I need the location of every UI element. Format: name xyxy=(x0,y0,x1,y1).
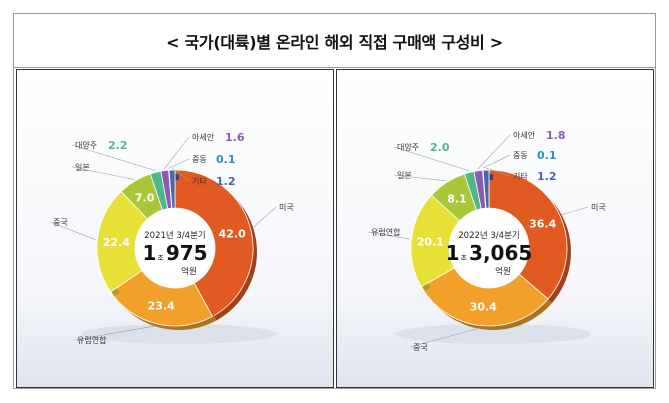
slice-기타-leader xyxy=(171,167,190,182)
slice-유럽연합-leader xyxy=(367,231,410,240)
slice-미국 xyxy=(488,169,568,300)
slice-아세안-label: 아세안 xyxy=(192,132,215,142)
center-total-unit-small: 조 xyxy=(157,254,164,262)
slice-일본-leader xyxy=(393,174,446,182)
slice-대양주-value: 2.2 xyxy=(108,139,128,152)
slice-기타 xyxy=(168,169,176,209)
slice-기타 xyxy=(482,169,490,209)
slice-중동-label: 중동 xyxy=(192,155,207,164)
slice-아세안-value: 1.8 xyxy=(546,129,566,142)
slice-중국-leader xyxy=(49,221,96,240)
slice-미국-value: 36.4 xyxy=(529,217,556,230)
slice-일본-value: 8.1 xyxy=(447,192,467,205)
slice-미국-label: 미국 xyxy=(591,203,606,212)
slice-유럽연합-label: 유럽연합 xyxy=(77,336,107,345)
slice-아세안-value: 1.6 xyxy=(225,131,245,144)
slice-기타-value: 1.2 xyxy=(537,170,557,183)
slice-기타-leader xyxy=(485,167,511,177)
slice-labels: 36.4 미국 30.4 중국 20.1 유럽연합 8.1 일본 대양주 2.0 아세안 1.8 중동 0… xyxy=(367,129,606,352)
center-unit: 억원 xyxy=(181,266,197,277)
center-total: 1조 3,065 xyxy=(446,241,533,265)
slice-대양주-leader xyxy=(71,144,156,171)
slice-미국-leader xyxy=(252,206,277,229)
slice-기타-label: 기타 xyxy=(513,172,528,181)
slice-유럽연합-label: 유럽연합 xyxy=(371,228,401,237)
slice-labels: 42.0 미국 23.4 유럽연합 22.4 중국 7.0 일본 대양주 2.2 아세안 1.6 중동 0… xyxy=(49,131,294,345)
slice-중국-value: 30.4 xyxy=(470,301,497,314)
chart-title: < 국가(대륙)별 온라인 해외 직접 구매액 구성비 > xyxy=(166,32,503,52)
slice-중국-leader xyxy=(409,327,482,348)
slice-중동-leader xyxy=(168,158,190,169)
slice-중국-value: 22.4 xyxy=(103,236,130,249)
center-total: 1조 975 xyxy=(142,241,207,265)
chart-panel-2022: 36.4 미국 30.4 중국 20.1 유럽연합 8.1 일본 대양주 2.0 아세안 1.8 중동 0… xyxy=(336,69,654,388)
slice-일본-leader xyxy=(71,166,134,180)
center-total-unit-small: 조 xyxy=(461,254,468,262)
slice-일본-value: 7.0 xyxy=(135,191,155,204)
center-total-prefix: 1 xyxy=(446,241,460,265)
donut-chart-2022: 36.4 미국 30.4 중국 20.1 유럽연합 8.1 일본 대양주 2.0 아세안 1.8 중동 0… xyxy=(337,70,653,387)
donut-shadow xyxy=(81,324,277,344)
slice-대양주-value: 2.0 xyxy=(430,141,450,154)
donut-shadow xyxy=(395,324,591,344)
slice-일본-label: 일본 xyxy=(75,163,90,172)
slice-대양주-label: 대양주 xyxy=(397,143,419,152)
center-period: 2021년 3/4분기 xyxy=(144,230,205,241)
slice-일본-label: 일본 xyxy=(397,171,412,180)
slice-유럽연합-leader xyxy=(73,325,157,341)
slice-미국-leader xyxy=(561,206,589,216)
donut-chart-2021: 42.0 미국 23.4 유럽연합 22.4 중국 7.0 일본 대양주 2.2 아세안 1.6 중동 0… xyxy=(17,70,333,387)
title-row: < 국가(대륙)별 온라인 해외 직접 구매액 구성비 > xyxy=(14,14,655,68)
slice-대양주-leader xyxy=(393,146,469,171)
chart-panel-2021: 42.0 미국 23.4 유럽연합 22.4 중국 7.0 일본 대양주 2.2 아세안 1.6 중동 0… xyxy=(16,69,334,388)
slice-중동-leader xyxy=(482,154,511,169)
slice-유럽연합-value: 20.1 xyxy=(417,235,444,248)
slice-중국 xyxy=(420,267,549,327)
slice-아세안-leader xyxy=(164,136,190,169)
figure-frame: < 국가(대륙)별 온라인 해외 직접 구매액 구성비 > 42.0 미국 23.4… xyxy=(13,13,656,389)
slice-중동-value: 0.1 xyxy=(216,153,236,166)
donut-hole xyxy=(136,209,214,287)
slice-중국-label: 중국 xyxy=(53,218,68,227)
donut-slices xyxy=(410,169,571,331)
slice-대양주-label: 대양주 xyxy=(75,141,97,150)
slice-미국-label: 미국 xyxy=(279,203,294,212)
slice-아세안-leader xyxy=(477,134,511,169)
slice-기타-value: 1.2 xyxy=(216,175,236,188)
center-total-main: 3,065 xyxy=(469,241,532,265)
slice-기타-label: 기타 xyxy=(192,177,207,186)
donut-slices xyxy=(96,169,257,330)
slice-미국-value: 42.0 xyxy=(219,227,246,240)
center-period: 2022년 3/4분기 xyxy=(458,230,519,241)
slice-중동-value: 0.1 xyxy=(537,149,557,162)
slice-중국-label: 중국 xyxy=(413,343,428,352)
center-total-prefix: 1 xyxy=(142,241,156,265)
slice-중동-label: 중동 xyxy=(513,151,528,160)
slice-유럽연합-value: 23.4 xyxy=(148,299,175,312)
slice-아세안-label: 아세안 xyxy=(513,130,536,140)
donut-hole xyxy=(450,209,528,287)
center-total-main: 975 xyxy=(166,241,208,265)
center-unit: 억원 xyxy=(495,266,511,277)
slice-미국 xyxy=(174,169,254,317)
